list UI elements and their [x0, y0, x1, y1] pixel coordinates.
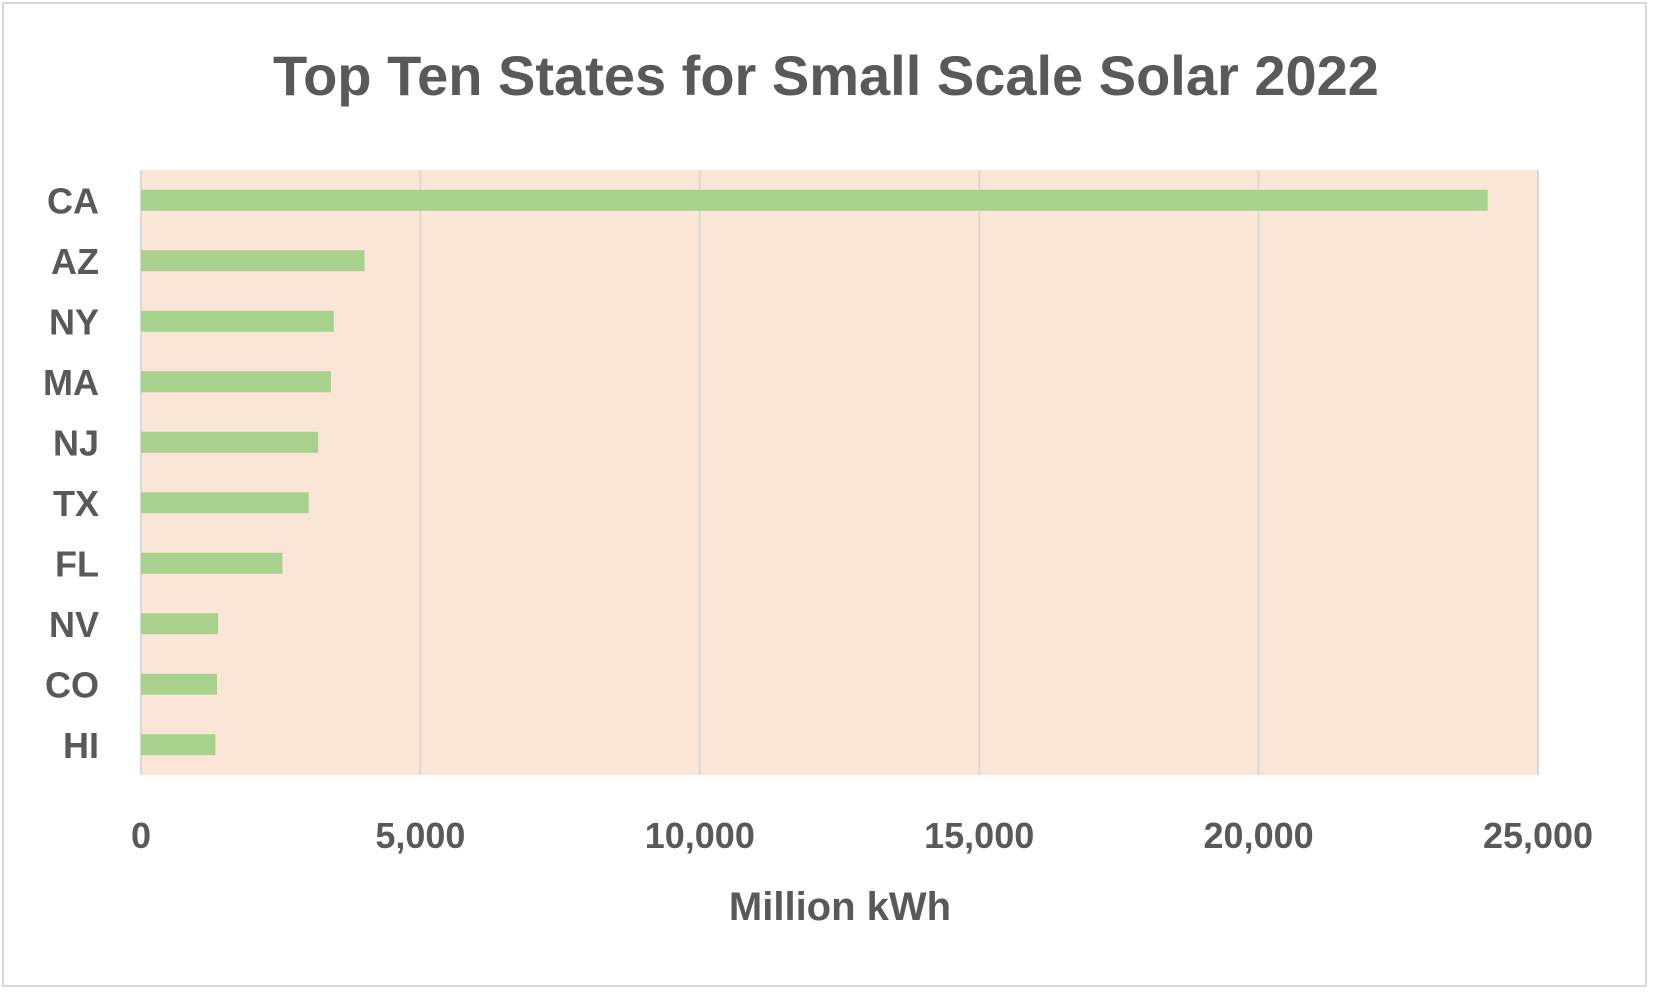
gridlines — [140, 170, 1539, 775]
category-label-az: AZ — [51, 241, 99, 282]
bar-nv — [141, 613, 219, 635]
x-axis-label: Million kWh — [729, 885, 951, 929]
bar-ca — [141, 189, 1488, 211]
category-label-ma: MA — [43, 362, 99, 403]
x-tick-label: 0 — [131, 815, 151, 856]
chart-title: Top Ten States for Small Scale Solar 202… — [273, 44, 1379, 107]
category-label-hi: HI — [63, 725, 99, 766]
x-tick-label: 25,000 — [1483, 815, 1593, 856]
category-label-tx: TX — [53, 483, 99, 524]
category-label-ny: NY — [49, 301, 99, 342]
bar-nj — [141, 431, 319, 453]
category-label-nj: NJ — [53, 422, 99, 463]
category-labels: CA AZ NY MA NJ TX FL NV CO HI — [43, 180, 99, 766]
x-tick-label: 20,000 — [1204, 815, 1314, 856]
bars — [141, 189, 1488, 756]
bar-az — [141, 250, 365, 272]
bar-fl — [141, 552, 283, 574]
bar-co — [141, 673, 217, 695]
bar-ny — [141, 310, 334, 332]
x-tick-label: 5,000 — [375, 815, 465, 856]
x-tick-labels: 0 5,000 10,000 15,000 20,000 25,000 — [131, 815, 1593, 856]
category-label-ca: CA — [47, 180, 99, 221]
category-label-fl: FL — [55, 543, 99, 584]
bar-tx — [141, 492, 309, 514]
bar-ma — [141, 371, 331, 393]
plot-area — [141, 170, 1538, 775]
x-tick-label: 10,000 — [645, 815, 755, 856]
x-tick-label: 15,000 — [924, 815, 1034, 856]
category-label-nv: NV — [49, 604, 99, 645]
bar-hi — [141, 734, 216, 756]
category-label-co: CO — [45, 664, 99, 705]
